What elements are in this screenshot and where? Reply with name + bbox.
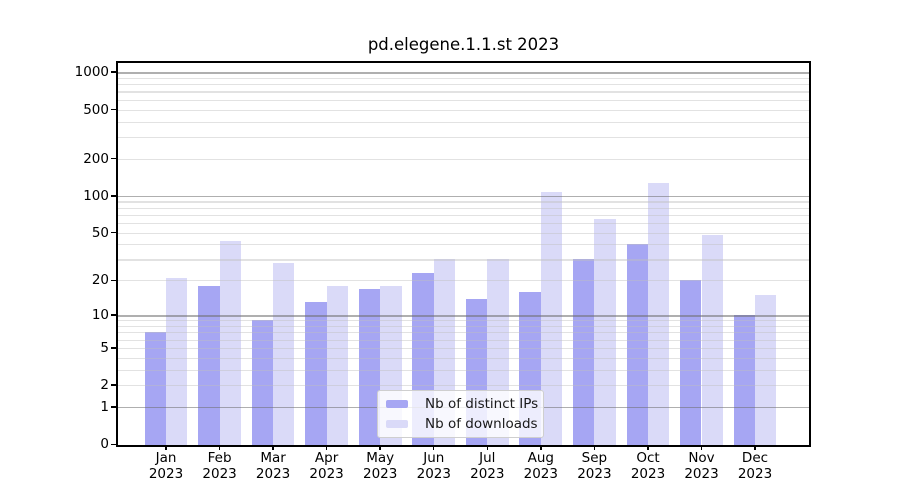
y-tick-mark-50 xyxy=(111,231,116,234)
y-tick-label-0: 0 xyxy=(100,436,109,453)
y-tick-label-2: 2 xyxy=(100,377,109,394)
x-tick-mark-jun xyxy=(432,446,435,450)
gridline-20 xyxy=(118,280,809,282)
legend-row: Nb of downloads xyxy=(386,416,538,432)
x-tick-mark-dec xyxy=(754,446,756,450)
y-tick-mark-2 xyxy=(111,384,116,386)
bar-nb-of-downloads-jan xyxy=(166,277,188,445)
legend-swatch-icon xyxy=(386,419,408,429)
x-tick-mark-apr xyxy=(325,446,328,450)
bar-nb-of-downloads-mar xyxy=(273,263,295,445)
gridline-200 xyxy=(118,158,809,160)
gridline-7 xyxy=(118,332,809,334)
bar-nb-of-downloads-aug xyxy=(540,191,563,445)
y-tick-mark-5 xyxy=(111,347,116,349)
bar-nb-of-distinct-ips-feb xyxy=(198,285,220,445)
gridline-40 xyxy=(118,244,809,246)
x-tick-mark-sep xyxy=(593,446,596,450)
gridline-10 xyxy=(118,315,809,317)
y-tick-label-1: 1 xyxy=(100,399,109,415)
y-tick-mark-0 xyxy=(111,443,116,446)
x-tick-mark-jan xyxy=(165,446,167,450)
bar-nb-of-distinct-ips-may xyxy=(358,288,381,445)
y-tick-mark-1000 xyxy=(111,71,116,73)
x-tick-label-jul: Jul 2023 xyxy=(470,450,505,482)
bar-nb-of-distinct-ips-dec xyxy=(733,315,755,445)
gridline-8 xyxy=(118,326,809,328)
gridline-900 xyxy=(118,77,809,80)
bar-nb-of-downloads-feb xyxy=(219,240,241,445)
y-tick-label-1000: 1000 xyxy=(74,64,109,81)
gridline-400 xyxy=(118,121,809,123)
gridline-50 xyxy=(118,232,809,234)
bar-nb-of-distinct-ips-mar xyxy=(251,320,274,445)
gridline-700 xyxy=(118,91,809,93)
y-tick-mark-500 xyxy=(111,108,116,111)
x-tick-label-jun: Jun 2023 xyxy=(416,450,451,482)
bar-nb-of-downloads-sep xyxy=(594,218,616,445)
x-tick-label-mar: Mar 2023 xyxy=(255,450,291,482)
y-tick-label-50: 50 xyxy=(91,224,109,241)
x-tick-mark-mar xyxy=(272,446,274,450)
gridline-6 xyxy=(118,339,809,341)
x-tick-label-may: May 2023 xyxy=(363,450,398,482)
chart-title: pd.elegene.1.1.st 2023 xyxy=(367,35,560,54)
gridline-500 xyxy=(118,109,809,111)
gridline-1000 xyxy=(118,72,809,74)
gridline-800 xyxy=(118,84,809,86)
gridline-90 xyxy=(118,201,809,203)
legend-row: Nb of distinct IPs xyxy=(386,396,539,412)
x-tick-mark-may xyxy=(379,446,381,450)
gridline-4 xyxy=(118,357,809,359)
gridline-80 xyxy=(118,207,809,209)
gridline-9 xyxy=(118,320,809,322)
legend-label: Nb of downloads xyxy=(425,416,538,432)
y-tick-label-10: 10 xyxy=(91,307,109,324)
x-tick-mark-oct xyxy=(647,446,649,450)
x-tick-label-nov: Nov 2023 xyxy=(684,450,719,482)
bar-nb-of-distinct-ips-apr xyxy=(305,302,327,445)
legend-label: Nb of distinct IPs xyxy=(425,396,539,412)
x-tick-label-sep: Sep 2023 xyxy=(577,450,612,482)
bar-nb-of-distinct-ips-sep xyxy=(573,259,595,445)
y-tick-mark-100 xyxy=(111,195,116,197)
gridline-30 xyxy=(118,259,809,261)
x-tick-label-aug: Aug 2023 xyxy=(523,450,558,482)
bar-nb-of-distinct-ips-oct xyxy=(626,244,648,445)
gridline-70 xyxy=(118,214,809,216)
bar-nb-of-downloads-apr xyxy=(326,285,348,445)
y-tick-label-500: 500 xyxy=(83,101,109,118)
legend: Nb of distinct IPs Nb of downloads xyxy=(377,390,544,438)
y-tick-mark-200 xyxy=(111,157,116,160)
gridline-300 xyxy=(118,137,809,139)
gridline-600 xyxy=(118,99,809,101)
x-tick-mark-aug xyxy=(540,446,542,450)
gridline-2 xyxy=(118,385,809,387)
y-tick-label-5: 5 xyxy=(100,339,109,356)
x-tick-label-feb: Feb 2023 xyxy=(202,450,237,482)
bar-nb-of-downloads-nov xyxy=(701,234,723,445)
y-tick-label-200: 200 xyxy=(83,150,109,167)
y-tick-label-20: 20 xyxy=(91,272,109,289)
bar-nb-of-distinct-ips-jan xyxy=(144,332,166,445)
x-tick-mark-feb xyxy=(218,446,221,450)
x-tick-mark-jul xyxy=(486,446,489,450)
x-tick-mark-nov xyxy=(700,446,703,450)
y-tick-mark-10 xyxy=(111,314,116,316)
x-tick-label-apr: Apr 2023 xyxy=(309,450,344,482)
y-tick-mark-20 xyxy=(111,279,116,282)
x-tick-label-oct: Oct 2023 xyxy=(630,450,666,482)
gridline-3 xyxy=(118,369,809,371)
gridline-5 xyxy=(118,347,809,349)
x-tick-label-jan: Jan 2023 xyxy=(148,450,184,482)
bar-nb-of-downloads-oct xyxy=(648,183,670,445)
gridline-100 xyxy=(118,195,809,198)
y-tick-label-100: 100 xyxy=(83,187,109,204)
legend-swatch-icon xyxy=(386,399,408,409)
x-tick-label-dec: Dec 2023 xyxy=(737,450,773,482)
gridline-60 xyxy=(118,222,809,225)
bar-nb-of-distinct-ips-nov xyxy=(680,280,702,445)
y-tick-mark-1 xyxy=(111,406,116,408)
